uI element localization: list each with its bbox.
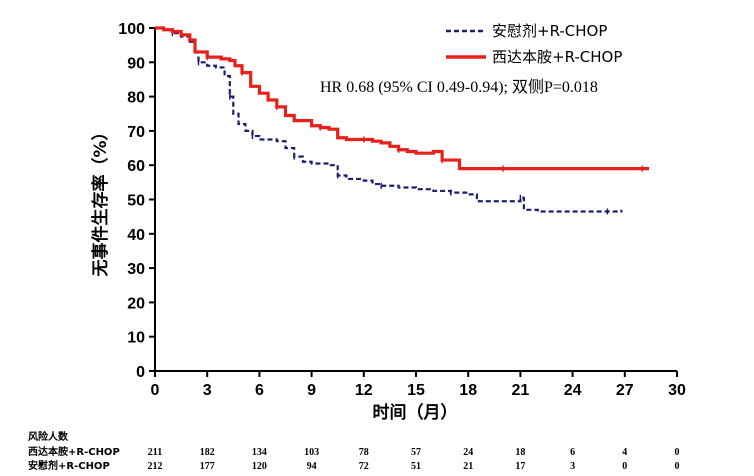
x-tick-label: 15 <box>407 382 425 399</box>
axes: 0 3 6 9 12 15 18 21 24 27 30 0 10 20 30 40 50 60 70 80 90 100 <box>118 21 686 399</box>
risk-table: 风险人数 西达本胺+R-CHOP 安慰剂+R-CHOP 211 182 134 103… <box>28 430 680 472</box>
legend-label-placebo: 安慰剂+R-CHOP <box>492 22 607 40</box>
legend: 安慰剂+R-CHOP 西达本胺+R-CHOP <box>446 22 622 66</box>
x-tick-label: 12 <box>355 382 373 399</box>
legend-label-tucidinostat: 西达本胺+R-CHOP <box>492 48 622 66</box>
x-tick-label: 6 <box>255 382 264 399</box>
x-tick-label: 27 <box>616 382 634 399</box>
risk-table-title: 风险人数 <box>28 430 69 443</box>
y-tick-label: 70 <box>127 124 145 141</box>
risk-cell: 134 <box>252 447 267 458</box>
y-tick-label: 90 <box>127 55 145 72</box>
risk-cell: 120 <box>252 461 267 472</box>
risk-cell: 17 <box>515 461 525 472</box>
risk-cell: 0 <box>622 461 627 472</box>
x-axis-label: 时间（月） <box>373 402 458 423</box>
y-tick-label: 40 <box>127 227 145 244</box>
x-tick-label: 0 <box>151 382 160 399</box>
y-tick-label: 100 <box>118 21 145 38</box>
risk-cell: 182 <box>200 447 215 458</box>
risk-cell: 21 <box>463 461 473 472</box>
risk-cell: 211 <box>148 447 162 458</box>
risk-row-label: 安慰剂+R-CHOP <box>28 459 110 472</box>
risk-cell: 212 <box>148 461 163 472</box>
risk-cell: 177 <box>200 461 215 472</box>
risk-row-label: 西达本胺+R-CHOP <box>28 445 120 458</box>
y-tick-label: 20 <box>127 295 145 312</box>
y-tick-label: 60 <box>127 158 145 175</box>
risk-cell: 4 <box>622 447 627 458</box>
risk-cell: 78 <box>359 447 369 458</box>
y-tick-label: 50 <box>127 193 145 210</box>
y-tick-label: 10 <box>127 330 145 347</box>
risk-cell: 103 <box>304 447 319 458</box>
y-tick-label: 0 <box>136 364 145 381</box>
risk-cell: 24 <box>463 447 473 458</box>
risk-cell: 0 <box>675 447 680 458</box>
hr-annotation: HR 0.68 (95% CI 0.49-0.94); 双侧P=0.018 <box>320 78 598 96</box>
series-layer <box>155 26 650 215</box>
y-axis-label: 无事件生存率（%） <box>90 123 111 277</box>
x-tick-label: 24 <box>564 382 582 399</box>
risk-cell: 18 <box>515 447 525 458</box>
x-tick-label: 9 <box>307 382 316 399</box>
risk-cell: 57 <box>411 447 421 458</box>
y-tick-label: 80 <box>127 90 145 107</box>
risk-cell: 3 <box>570 461 575 472</box>
x-tick-label: 18 <box>459 382 477 399</box>
y-tick-label: 30 <box>127 261 145 278</box>
series-line-0 <box>155 26 623 213</box>
risk-cell: 94 <box>307 461 317 472</box>
risk-cell: 51 <box>411 461 421 472</box>
x-tick-label: 3 <box>203 382 212 399</box>
risk-cell: 0 <box>675 461 680 472</box>
risk-cell: 72 <box>359 461 369 472</box>
risk-cell: 6 <box>570 447 575 458</box>
x-tick-label: 30 <box>668 382 686 399</box>
x-tick-label: 21 <box>512 382 530 399</box>
